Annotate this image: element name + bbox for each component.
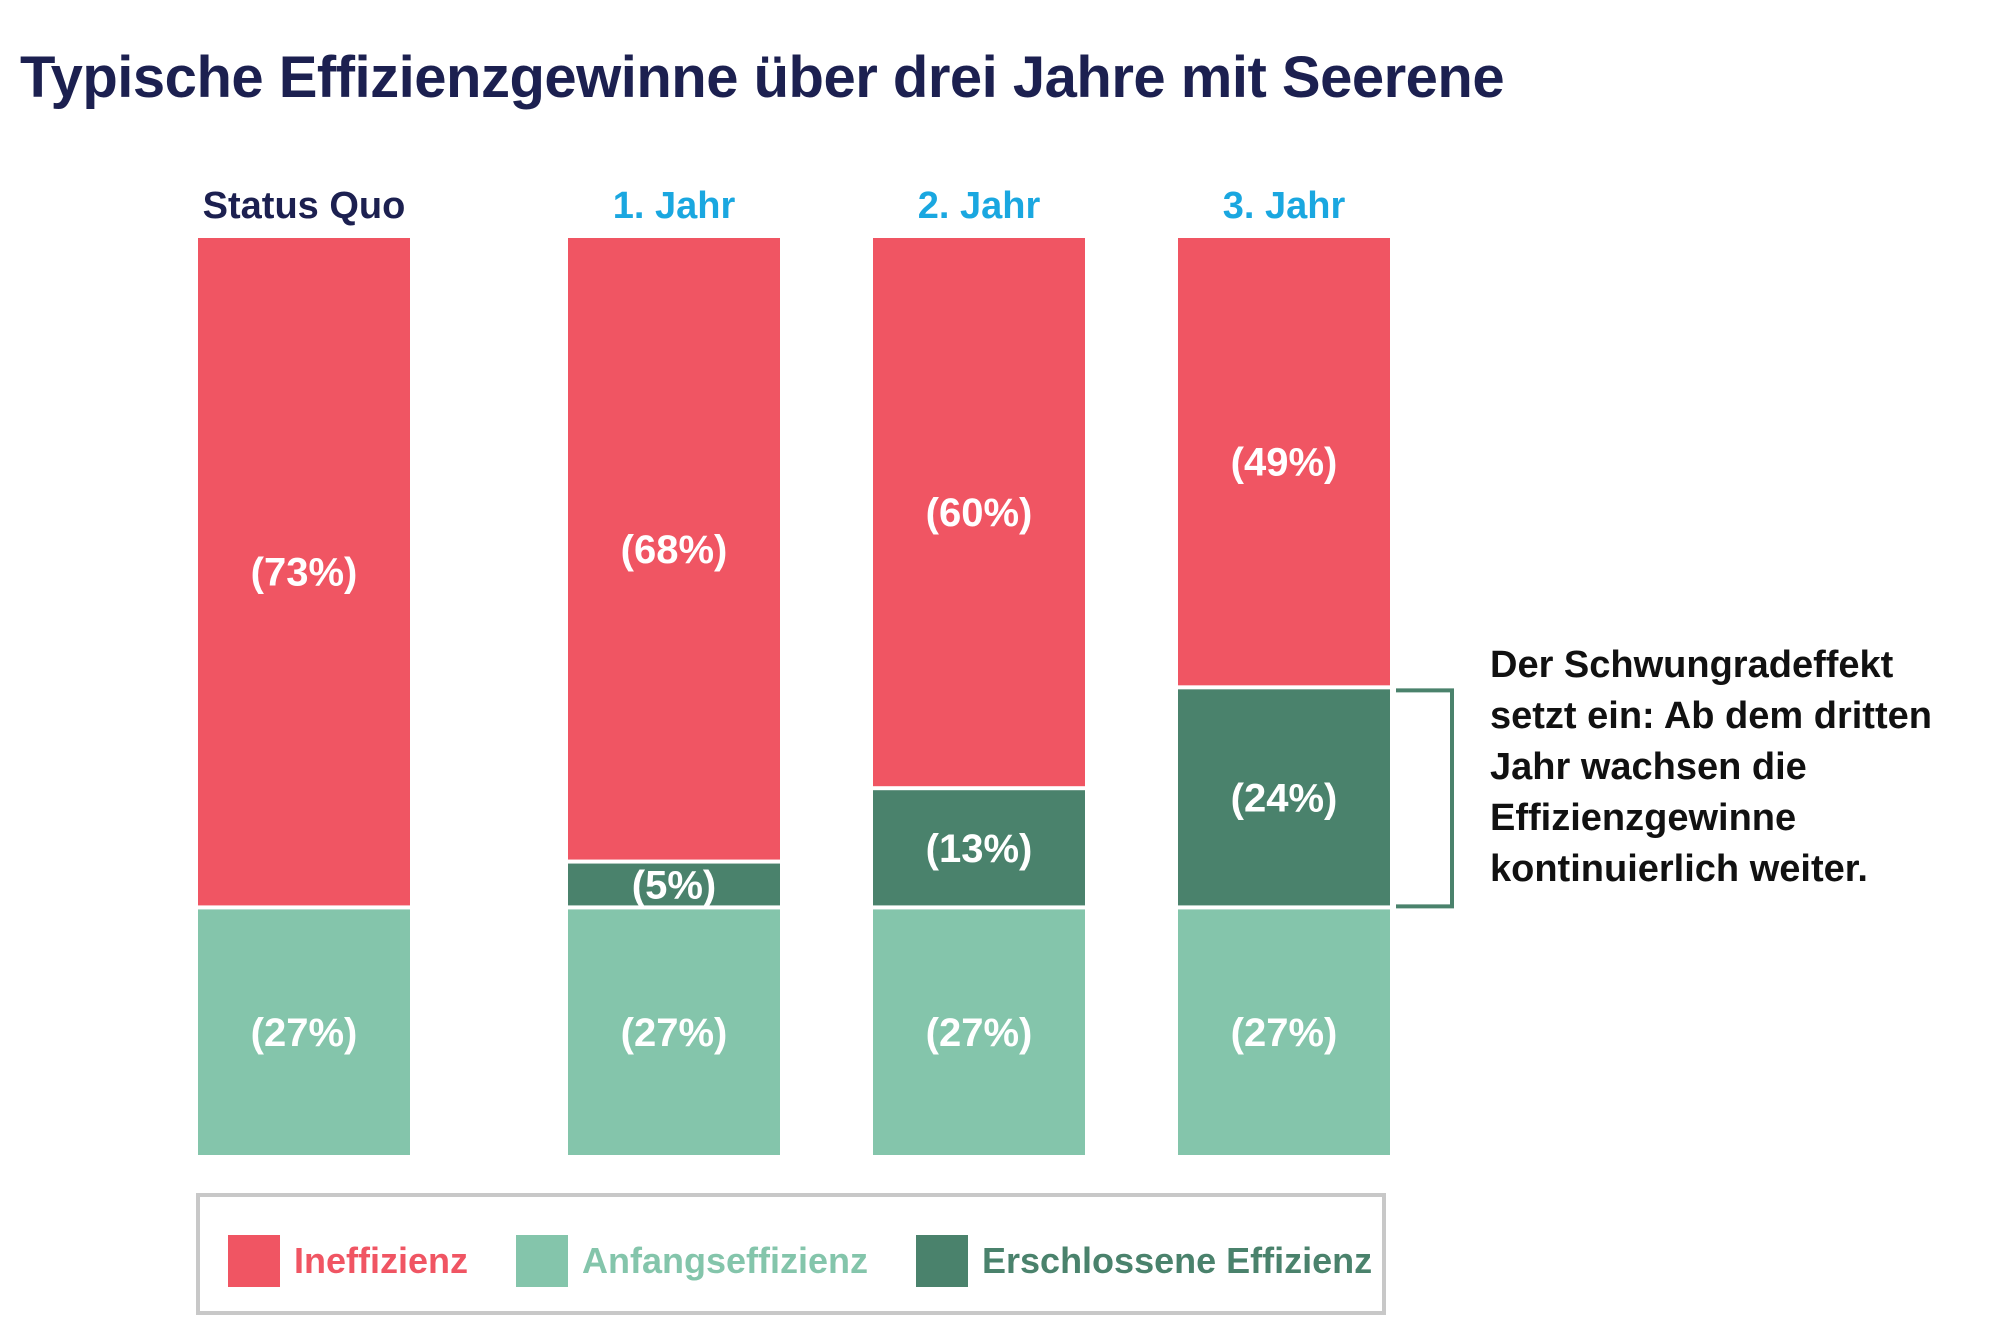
legend-swatch-anfangseffizienz <box>516 1235 568 1287</box>
bar-ineffizienz-2-jahr <box>873 238 1085 787</box>
bar-erschlossene-effizienz-1-jahr <box>568 863 780 906</box>
data-label-erschlossene-effizienz-2-jahr: (13%) <box>926 827 1033 871</box>
category-label-status-quo: Status Quo <box>203 185 406 227</box>
data-label-anfangseffizienz-3-jahr: (27%) <box>1231 1011 1338 1055</box>
data-label-erschlossene-effizienz-1-jahr: (5%) <box>632 863 716 907</box>
legend-swatch-erschlossene-effizienz <box>916 1235 968 1287</box>
chart-legend: Ineffizienz Anfangseffizienz Erschlossen… <box>196 1193 1386 1315</box>
category-label-3-jahr: 3. Jahr <box>1223 185 1346 227</box>
data-label-ineffizienz-2-jahr: (60%) <box>926 491 1033 535</box>
legend-label-ineffizienz: Ineffizienz <box>294 1240 469 1281</box>
bar-ineffizienz-status-quo <box>198 238 410 906</box>
data-label-anfangseffizienz-status-quo: (27%) <box>251 1011 358 1055</box>
legend-item-ineffizienz: Ineffizienz <box>228 1235 468 1287</box>
data-label-anfangseffizienz-1-jahr: (27%) <box>621 1011 728 1055</box>
bar-erschlossene-effizienz-2-jahr <box>873 790 1085 906</box>
bar-anfangseffizienz-status-quo <box>198 909 410 1155</box>
data-label-ineffizienz-1-jahr: (68%) <box>621 528 728 572</box>
legend-item-erschlossene-effizienz: Erschlossene Effizienz <box>916 1235 1372 1287</box>
legend-item-anfangseffizienz: Anfangseffizienz <box>516 1235 868 1287</box>
data-label-anfangseffizienz-2-jahr: (27%) <box>926 1011 1033 1055</box>
bar-ineffizienz-1-jahr <box>568 238 780 860</box>
flywheel-annotation: Der Schwungradeffekt setzt ein: Ab dem d… <box>1490 644 1932 890</box>
annotation-bracket <box>1396 688 1454 909</box>
category-label-2-jahr: 2. Jahr <box>918 185 1041 227</box>
bar-anfangseffizienz-3-jahr <box>1178 909 1390 1155</box>
data-label-erschlossene-effizienz-3-jahr: (24%) <box>1231 776 1338 820</box>
category-label-1-jahr: 1. Jahr <box>613 185 736 227</box>
data-label-ineffizienz-3-jahr: (49%) <box>1231 441 1338 485</box>
bar-anfangseffizienz-1-jahr <box>568 909 780 1155</box>
legend-swatch-ineffizienz <box>228 1235 280 1287</box>
legend-label-erschlossene-effizienz: Erschlossene Effizienz <box>982 1240 1373 1281</box>
bar-anfangseffizienz-2-jahr <box>873 909 1085 1155</box>
bar-erschlossene-effizienz-3-jahr <box>1178 689 1390 906</box>
chart-title: Typische Effizienzgewinne über drei Jahr… <box>20 45 1505 110</box>
bar-ineffizienz-3-jahr <box>1178 238 1390 686</box>
data-label-ineffizienz-status-quo: (73%) <box>251 551 358 595</box>
legend-label-anfangseffizienz: Anfangseffizienz <box>582 1240 869 1281</box>
